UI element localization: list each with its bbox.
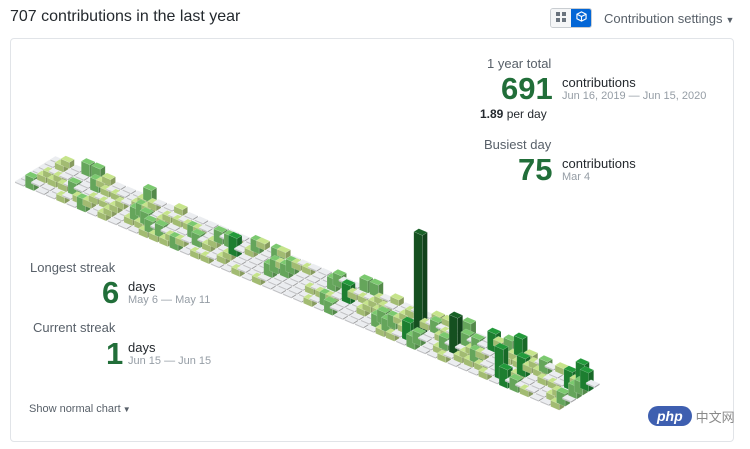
grid-view-button[interactable]: [551, 9, 571, 27]
caret-down-icon: ▼: [122, 405, 131, 414]
watermark-logo: php 中文网: [648, 402, 744, 430]
cell-top: [563, 365, 579, 373]
total-value: 691: [501, 71, 553, 106]
cell-top: [191, 228, 206, 236]
cell-side: [448, 314, 458, 356]
contribution-card: 1 year total 691 contributions Jun 16, 2…: [10, 38, 734, 442]
total-unit: contributions: [562, 75, 636, 90]
cell-top: [430, 310, 446, 318]
isometric-contribution-chart: [14, 155, 601, 411]
watermark-badge: php: [648, 406, 692, 426]
settings-label: Contribution settings: [604, 11, 723, 26]
longest-streak-range: May 6 — May 11: [128, 294, 211, 306]
total-label: 1 year total: [487, 56, 552, 71]
show-normal-chart-link[interactable]: Show normal chart ▼: [29, 403, 131, 415]
current-streak-unit: days: [128, 340, 156, 355]
cell-top: [585, 379, 601, 387]
cube-icon: [575, 9, 587, 27]
cell-top: [143, 215, 159, 223]
busiest-value: 75: [518, 152, 553, 187]
cell-top: [154, 219, 169, 227]
per-day: 1.89 per day: [480, 107, 547, 121]
contribution-settings-dropdown[interactable]: Contribution settings ▼: [604, 11, 734, 26]
cell-top: [411, 326, 427, 335]
grid-icon: [556, 9, 566, 27]
cell-top: [358, 273, 374, 282]
cell-top: [142, 183, 158, 191]
cell-top: [24, 171, 40, 179]
cell-top: [60, 155, 75, 163]
cell-top: [498, 363, 514, 371]
cell-top: [486, 327, 502, 335]
cell-top: [101, 172, 117, 180]
show-normal-label: Show normal chart: [29, 403, 121, 415]
cell-top: [523, 348, 539, 357]
cell-top: [173, 202, 189, 211]
cell-top: [307, 263, 323, 271]
watermark-text: 中文网: [695, 409, 735, 425]
cell-top: [575, 358, 590, 366]
longest-streak-unit: days: [128, 279, 156, 294]
cell-side: [413, 231, 423, 335]
cell-top: [448, 311, 464, 319]
cell-top: [227, 231, 243, 239]
longest-streak-value: 6: [102, 275, 120, 310]
cell-top: [429, 315, 445, 324]
cell-top: [470, 332, 486, 341]
cell-top: [332, 269, 348, 277]
current-streak-label: Current streak: [33, 320, 116, 335]
cell-top: [369, 278, 384, 286]
current-streak-range: Jun 15 — Jun 15: [128, 355, 212, 367]
cube-view-button[interactable]: [571, 9, 591, 27]
cell-top: [554, 361, 570, 370]
cell-top: [538, 355, 554, 363]
contributions-header-title: 707 contributions in the last year: [10, 8, 241, 25]
busiest-label: Busiest day: [484, 137, 552, 152]
total-range: Jun 16, 2019 — Jun 15, 2020: [562, 90, 707, 102]
cell-top: [91, 162, 106, 170]
cell-top: [555, 387, 571, 395]
cell-top: [413, 228, 428, 236]
caret-down-icon: ▼: [725, 15, 735, 25]
cell-top: [80, 157, 96, 166]
cell-top: [183, 211, 199, 220]
cell-top: [341, 278, 356, 287]
longest-streak-label: Longest streak: [30, 260, 116, 275]
per-day-value: 1.89: [480, 107, 504, 121]
cell-top: [194, 216, 209, 224]
cell-top: [508, 373, 524, 381]
cell-top: [152, 198, 168, 207]
cell-top: [67, 176, 83, 185]
cell-top: [255, 237, 271, 245]
cell-top: [376, 305, 392, 314]
cell-top: [516, 351, 531, 360]
current-streak-value: 1: [106, 336, 124, 371]
cell-top: [139, 207, 155, 215]
busiest-date: Mar 4: [562, 171, 591, 183]
cell-top: [401, 316, 417, 324]
cell-top: [323, 296, 339, 304]
cell-top: [494, 342, 509, 350]
cell-top: [213, 225, 228, 233]
cell-top: [111, 181, 127, 189]
busiest-unit: contributions: [562, 156, 636, 171]
cell-top: [579, 366, 595, 374]
view-toggle[interactable]: [550, 8, 592, 28]
cell-top: [513, 332, 529, 340]
cell-top: [461, 316, 477, 325]
cell-top: [121, 185, 137, 194]
cell-top: [204, 220, 220, 228]
per-day-unit: per day: [506, 107, 547, 121]
cell-top: [317, 267, 333, 275]
cell-top: [389, 293, 405, 301]
cell-top: [276, 245, 292, 254]
cell-top: [460, 328, 476, 336]
